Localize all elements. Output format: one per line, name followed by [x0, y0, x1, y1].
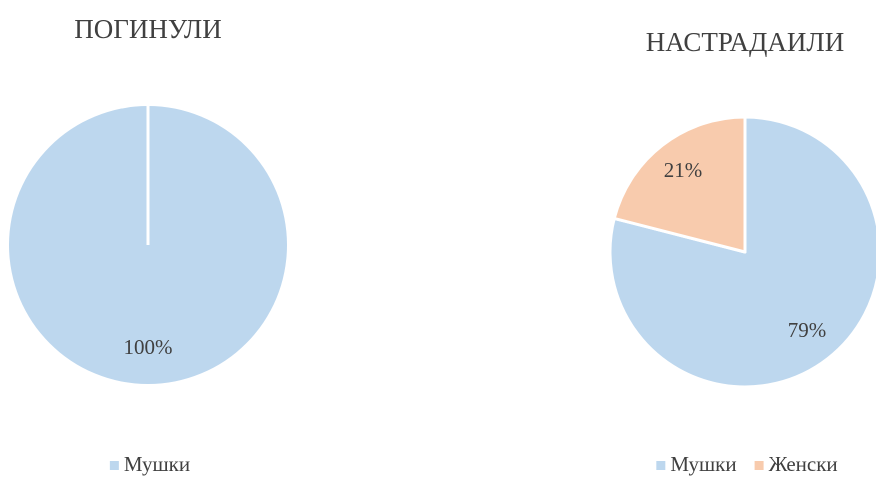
- legend-marker: [754, 461, 764, 470]
- chart-title: ПОГИНУЛИ: [74, 14, 222, 44]
- data-label: 100%: [124, 335, 173, 359]
- legend-label: Женски: [769, 452, 838, 476]
- legend-label: Мушки: [670, 452, 736, 476]
- legend-label: Мушки: [124, 452, 190, 476]
- data-label: 21%: [664, 158, 703, 182]
- chart-title: НАСТРАДАИЛИ: [646, 27, 844, 57]
- data-label: 79%: [788, 318, 827, 342]
- legend-marker: [656, 461, 666, 470]
- pie-slice: [612, 115, 747, 254]
- legend-marker: [109, 461, 119, 470]
